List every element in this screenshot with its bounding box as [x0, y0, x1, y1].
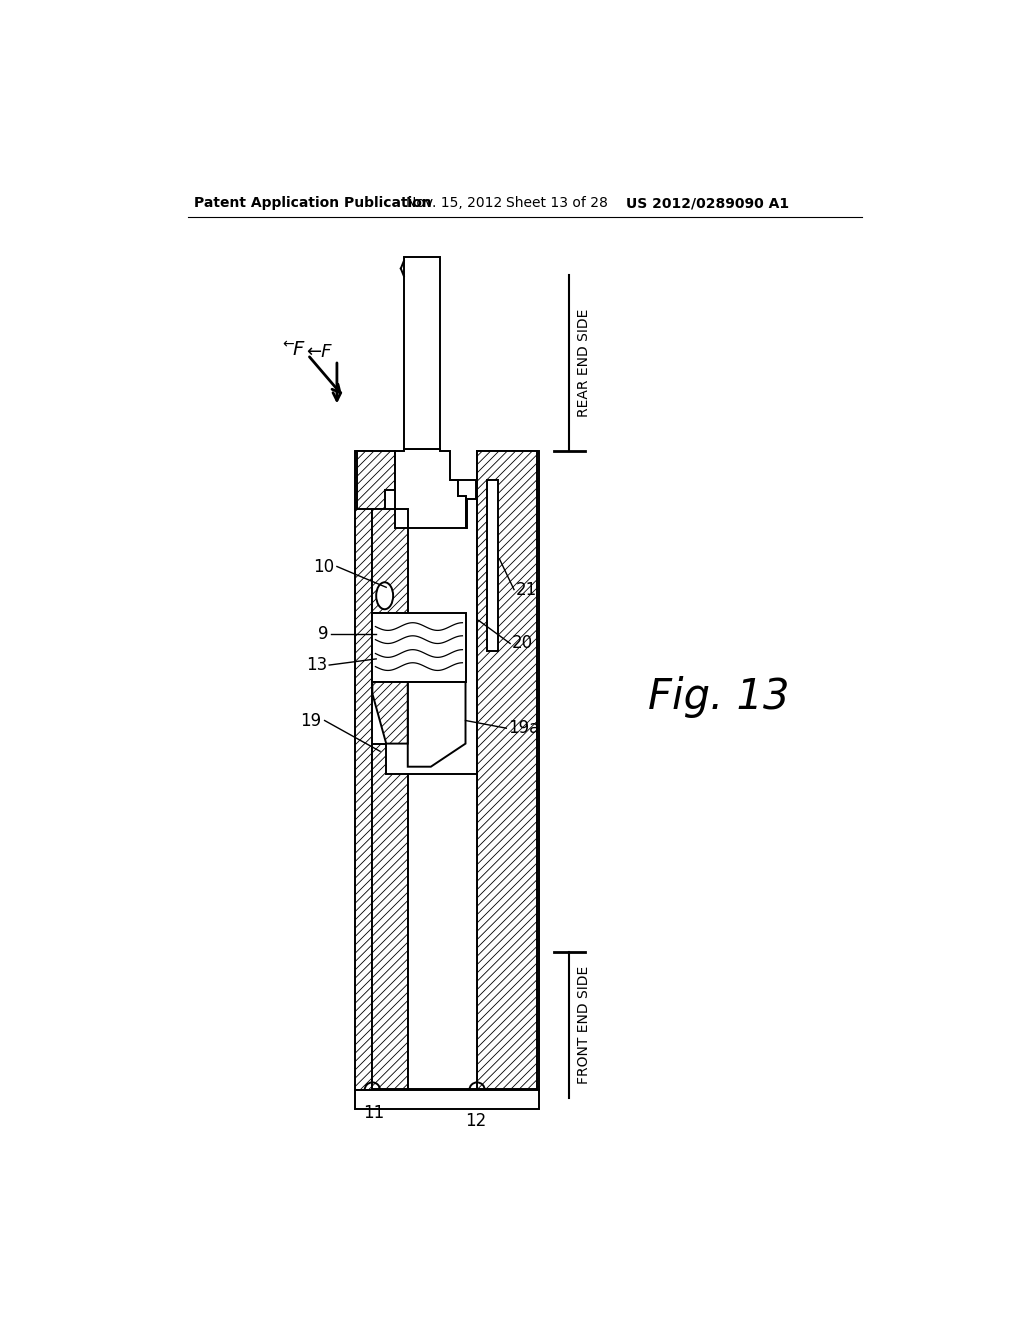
Text: 12: 12 — [465, 1111, 486, 1130]
Polygon shape — [451, 480, 475, 528]
Polygon shape — [373, 743, 408, 1089]
Polygon shape — [408, 682, 466, 767]
Text: 21: 21 — [515, 581, 537, 598]
Text: 19: 19 — [300, 711, 322, 730]
Polygon shape — [395, 449, 466, 528]
Text: REAR END SIDE: REAR END SIDE — [578, 309, 591, 417]
Polygon shape — [373, 508, 408, 612]
Text: 19a: 19a — [508, 719, 539, 737]
Text: FRONT END SIDE: FRONT END SIDE — [578, 965, 591, 1084]
Text: 13: 13 — [305, 656, 327, 675]
Text: 11: 11 — [364, 1105, 384, 1122]
Text: F: F — [293, 339, 304, 359]
Polygon shape — [357, 451, 395, 508]
Text: Patent Application Publication: Patent Application Publication — [194, 197, 431, 210]
Text: ←F: ←F — [306, 343, 332, 362]
Text: Nov. 15, 2012: Nov. 15, 2012 — [407, 197, 503, 210]
Polygon shape — [373, 682, 408, 743]
Polygon shape — [487, 480, 498, 651]
Text: Sheet 13 of 28: Sheet 13 of 28 — [506, 197, 607, 210]
Polygon shape — [477, 451, 539, 1090]
Ellipse shape — [376, 582, 393, 610]
Polygon shape — [355, 1090, 539, 1109]
Polygon shape — [408, 775, 477, 1089]
Text: Fig. 13: Fig. 13 — [648, 676, 790, 718]
Polygon shape — [403, 257, 440, 449]
Polygon shape — [373, 612, 466, 682]
Polygon shape — [477, 451, 538, 1089]
Text: ←: ← — [282, 338, 294, 351]
Text: 20: 20 — [512, 635, 532, 652]
Polygon shape — [355, 451, 373, 1090]
Text: 10: 10 — [313, 557, 335, 576]
Text: 9: 9 — [317, 626, 329, 643]
Text: US 2012/0289090 A1: US 2012/0289090 A1 — [626, 197, 788, 210]
